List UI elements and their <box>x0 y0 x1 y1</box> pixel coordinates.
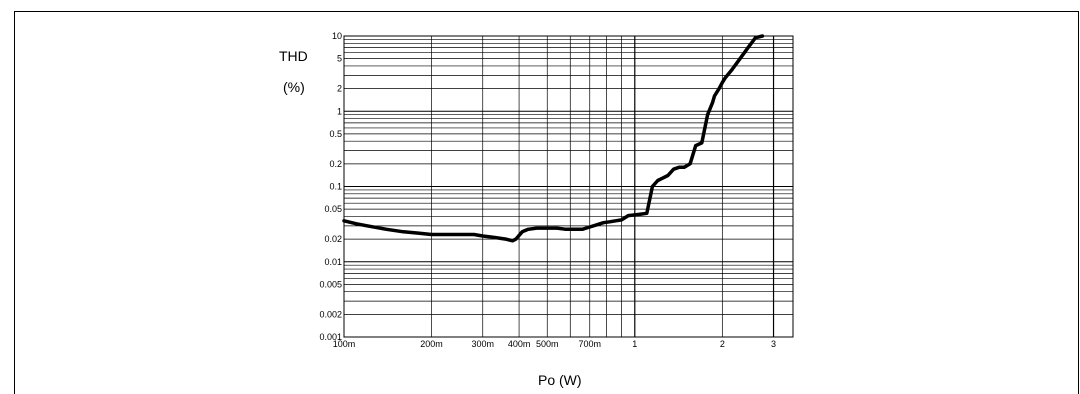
y-tick-label: 2 <box>337 84 342 94</box>
y-tick-label: 10 <box>332 31 342 41</box>
y-tick-label: 1 <box>337 106 342 116</box>
x-tick-label: 2 <box>720 339 725 349</box>
y-tick-label: 0.1 <box>329 182 342 192</box>
y-tick-label: 5 <box>337 54 342 64</box>
x-tick-label: 700m <box>578 339 601 349</box>
thd-curve <box>342 34 765 243</box>
x-tick-label: 500m <box>536 339 559 349</box>
x-tick-label: 3 <box>771 339 776 349</box>
x-tick-label: 300m <box>471 339 494 349</box>
y-axis-label-line2: (%) <box>283 79 305 95</box>
y-axis-label-line1: THD <box>279 48 308 64</box>
y-tick-labels: 0.001 0.002 0.005 0.01 0.02 0.05 0.1 0.2 0.5 1 2 5 1… <box>319 31 342 342</box>
y-tick-label: 0.001 <box>319 332 342 342</box>
x-tick-label: 200m <box>420 339 443 349</box>
x-tick-label: 100m <box>333 339 356 349</box>
y-tick-label: 0.2 <box>329 159 342 169</box>
x-axis-label: Po (W) <box>538 372 582 388</box>
y-tick-label: 0.05 <box>324 204 342 214</box>
y-tick-label: 0.5 <box>329 129 342 139</box>
x-tick-labels: 100m 200m 300m 400m 500m 700m 1 2 3 <box>333 339 776 349</box>
y-tick-label: 0.02 <box>324 234 342 244</box>
y-tick-label: 0.01 <box>324 257 342 267</box>
chart-series <box>342 34 765 243</box>
x-tick-label: 1 <box>632 339 637 349</box>
figure-frame <box>14 11 1079 394</box>
y-tick-label: 0.005 <box>319 279 342 289</box>
x-tick-label: 400m <box>508 339 531 349</box>
y-tick-label: 0.002 <box>319 309 342 319</box>
chart-grid <box>343 35 794 338</box>
